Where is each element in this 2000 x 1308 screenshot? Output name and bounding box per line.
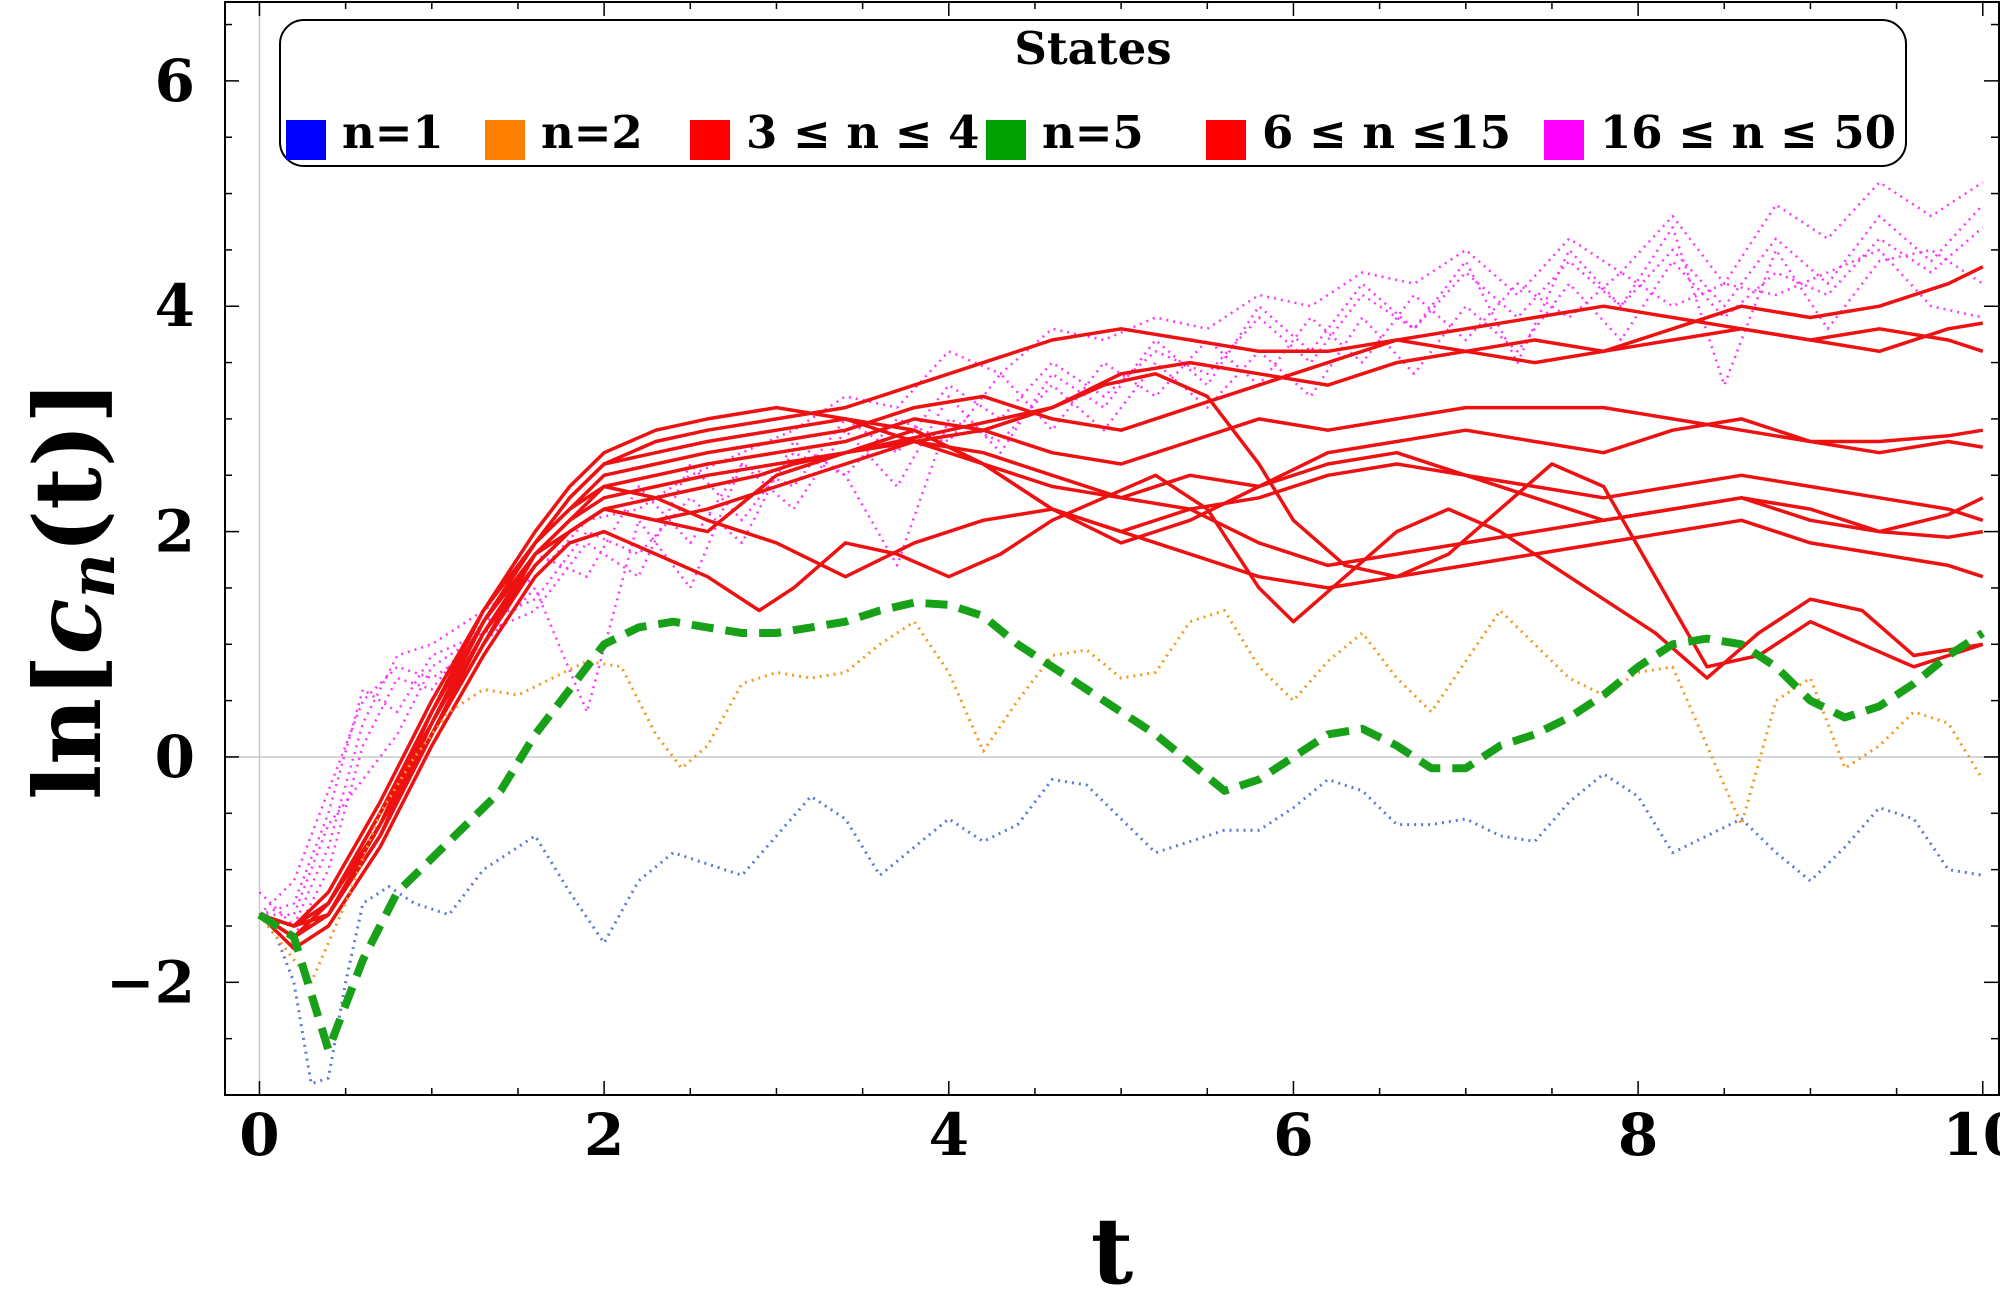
y-tick-label: −2 <box>106 948 195 1016</box>
axis-tick-labels: 0 2 4 6 8 10 −2 0 2 4 6 <box>106 47 2000 1169</box>
legend-label: n=5 <box>1042 106 1144 159</box>
series-line-10 <box>258 321 1984 928</box>
series-line-1 <box>258 609 1985 984</box>
x-tick-label: 4 <box>929 1101 969 1169</box>
y-axis-title-suffix: (t)] <box>14 380 122 553</box>
y-axis-title-prefix: ln[ <box>14 654 122 799</box>
legend-label: n=1 <box>342 106 444 159</box>
y-tick-label: 0 <box>155 723 195 791</box>
legend-label: 6 ≤ n ≤15 <box>1262 106 1511 159</box>
axis-ticks <box>225 2 1998 1095</box>
x-axis-title: t <box>1091 1197 1134 1305</box>
y-axis-title-subscript: n <box>56 553 129 598</box>
series-layer <box>257 181 1985 1086</box>
legend-box <box>279 19 1907 167</box>
x-tick-label: 6 <box>1273 1101 1313 1169</box>
series-line-16 <box>258 484 1984 928</box>
y-axis-title-variable: c <box>14 598 122 654</box>
series-line-5 <box>258 226 1984 939</box>
legend-swatch <box>1206 120 1246 160</box>
x-tick-label: 0 <box>239 1101 279 1169</box>
plot-frame <box>224 1 2000 1096</box>
series-line-17 <box>258 473 1984 951</box>
legend: States n=1 n=2 3 ≤ n ≤ 4 n=5 6 ≤ n ≤15 16 ≤ n… <box>279 19 1907 167</box>
series-line-3 <box>258 181 1984 928</box>
legend-swatch <box>286 120 326 160</box>
legend-label: n=2 <box>541 106 643 159</box>
legend-swatch <box>1544 120 1584 160</box>
y-axis-title: ln[cn(t)] <box>14 380 129 800</box>
legend-label: 3 ≤ n ≤ 4 <box>746 106 979 159</box>
legend-entries: n=1 n=2 3 ≤ n ≤ 4 n=5 6 ≤ n ≤15 16 ≤ n ≤ 50 <box>286 106 1896 160</box>
y-tick-label: 6 <box>155 47 195 115</box>
series-line-6 <box>258 226 1984 916</box>
x-tick-label: 2 <box>584 1101 624 1169</box>
y-tick-label: 2 <box>155 498 195 566</box>
series-line-2 <box>257 598 1985 1054</box>
x-tick-label: 10 <box>1942 1101 2000 1169</box>
legend-swatch <box>485 120 525 160</box>
series-line-18 <box>258 372 1984 939</box>
legend-swatch <box>986 120 1026 160</box>
x-tick-label: 8 <box>1618 1101 1658 1169</box>
legend-swatch <box>690 120 730 160</box>
legend-title: States <box>1014 22 1171 75</box>
y-tick-label: 4 <box>155 272 195 340</box>
legend-label: 16 ≤ n ≤ 50 <box>1600 106 1896 159</box>
